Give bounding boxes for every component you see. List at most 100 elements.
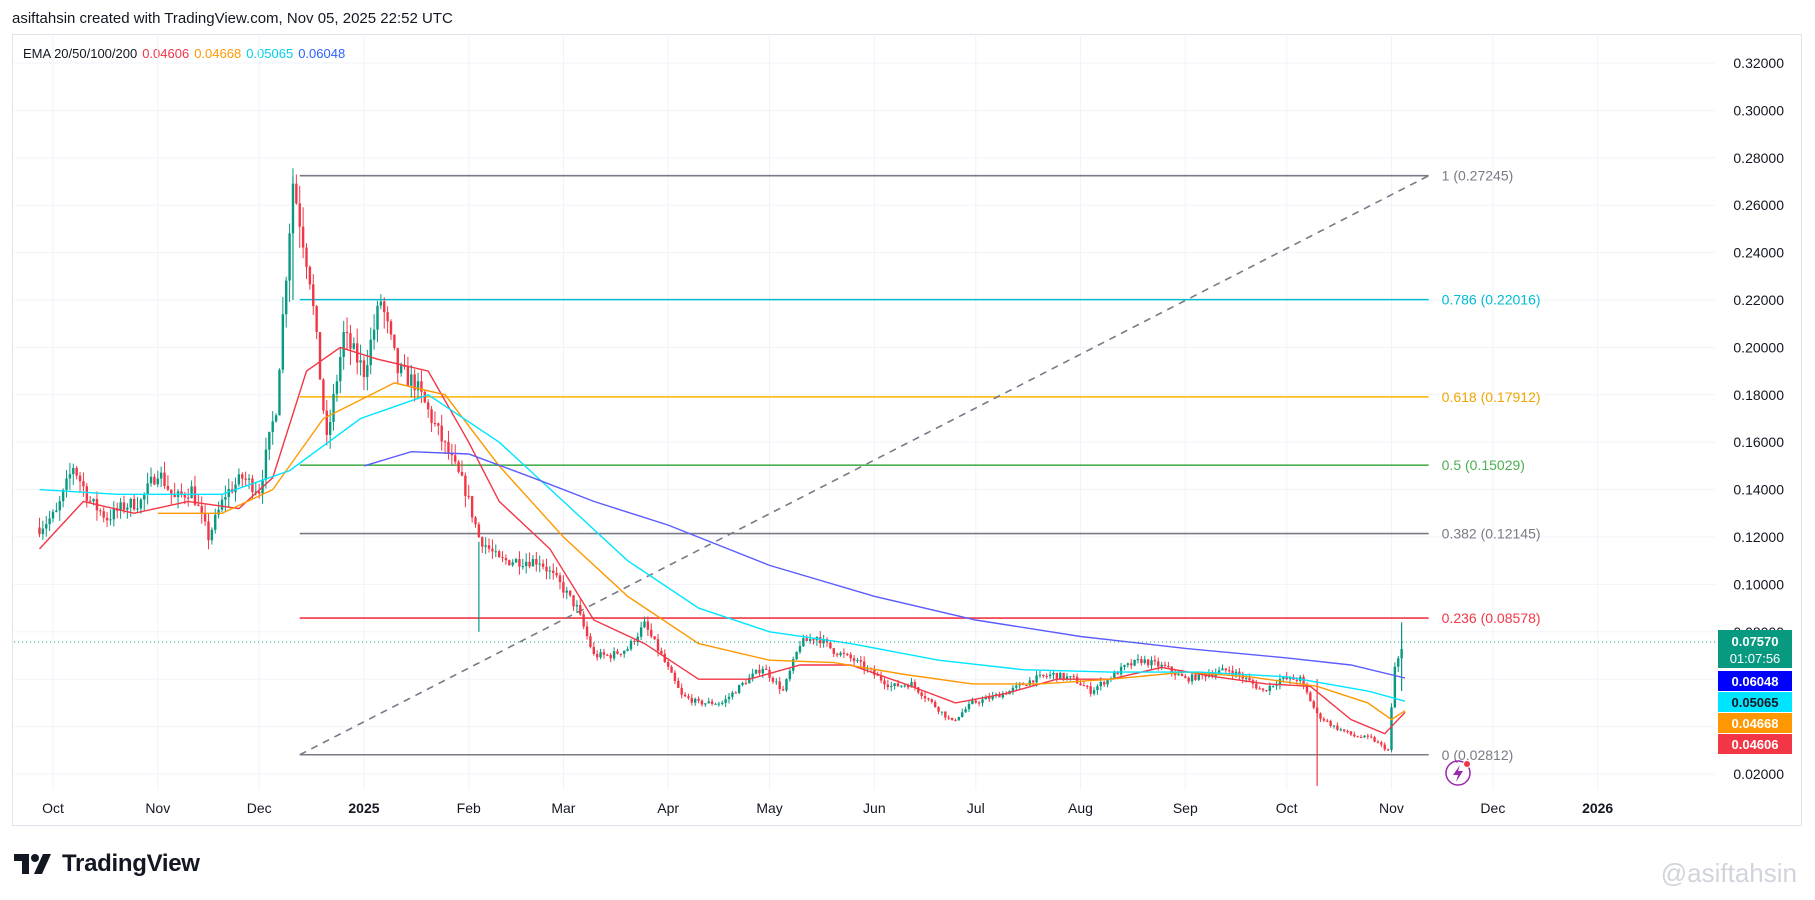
- candlestick: [1322, 716, 1326, 723]
- candlestick: [687, 693, 690, 700]
- candlestick: [1055, 672, 1059, 682]
- trend-line[interactable]: [299, 174, 1430, 756]
- candlestick: [930, 698, 933, 704]
- candlestick: [430, 406, 433, 433]
- candlestick: [126, 503, 129, 519]
- y-tick-label: 0.26000: [1733, 197, 1784, 213]
- candlestick: [1373, 735, 1376, 743]
- candlestick: [166, 475, 170, 492]
- candlestick: [1349, 731, 1353, 736]
- candlestick: [863, 656, 866, 675]
- author-watermark: @asiftahsin: [1660, 858, 1797, 888]
- candlestick: [1140, 656, 1143, 666]
- candlestick: [619, 653, 623, 657]
- y-tick-label: 0.12000: [1733, 529, 1784, 545]
- candlestick: [454, 444, 457, 465]
- candlestick: [873, 665, 876, 679]
- candlestick: [1370, 733, 1373, 739]
- candlestick: [332, 383, 335, 431]
- candlestick: [525, 553, 528, 574]
- candlestick: [792, 656, 795, 674]
- candlestick: [285, 276, 288, 328]
- x-axis[interactable]: Oct Nov Dec 2025 Feb Mar Apr May Jun Jul Aug Sep Oct…: [42, 800, 1613, 816]
- ema-lines: [38, 346, 1406, 735]
- candlestick: [48, 510, 51, 532]
- candlestick: [1119, 662, 1123, 678]
- candlestick: [318, 331, 322, 380]
- fibonacci-retracement[interactable]: 1 (0.27245) 0.786 (0.22016) 0.618 (0.17912…: [299, 168, 1541, 763]
- candlestick: [1038, 670, 1042, 679]
- tradingview-logo-text: TradingView: [62, 850, 200, 877]
- candlestick: [890, 681, 893, 692]
- candlestick: [572, 595, 575, 611]
- candlestick: [322, 378, 325, 415]
- y-tick-label: 0.30000: [1733, 102, 1784, 118]
- candlestick: [643, 616, 646, 629]
- candlestick: [582, 611, 585, 630]
- candlestick: [193, 475, 197, 507]
- price-tags: 0.07570 01:07:56 0.06048 0.05065 0.04668…: [1718, 630, 1792, 754]
- candlestick: [710, 698, 714, 706]
- candlestick: [200, 496, 203, 524]
- candlestick: [1380, 740, 1383, 748]
- candlestick: [950, 717, 954, 721]
- candlestick: [758, 664, 761, 676]
- candlestick: [1265, 689, 1268, 692]
- ema100-line: [39, 394, 1406, 702]
- candlestick: [383, 297, 386, 329]
- candlestick: [1339, 727, 1342, 732]
- candlestick: [677, 677, 680, 689]
- tradingview-logo[interactable]: TradingView: [14, 850, 200, 878]
- ema50-tag-value: 0.04668: [1732, 716, 1779, 731]
- ema100-tag: [1718, 692, 1792, 712]
- ema50-legend-value: 0.04668: [194, 46, 242, 61]
- candlestick: [680, 683, 683, 699]
- candlestick: [393, 334, 396, 351]
- candlestick: [839, 651, 842, 657]
- candlestick: [1001, 691, 1004, 700]
- ema-legend[interactable]: EMA 20/50/100/200 0.04606 0.04668 0.0506…: [23, 46, 345, 61]
- candlestick: [829, 642, 832, 649]
- candlestick: [1045, 673, 1048, 679]
- candlestick: [116, 502, 119, 519]
- candlestick: [555, 566, 558, 578]
- candlestick: [771, 676, 775, 684]
- candlestick: [55, 502, 58, 513]
- candlestick: [1086, 684, 1089, 690]
- x-tick-label: May: [756, 800, 782, 816]
- candlestick: [842, 648, 846, 658]
- candlestick: [707, 697, 710, 704]
- candlestick: [1326, 718, 1329, 723]
- candlestick: [308, 265, 312, 290]
- candlestick: [900, 685, 903, 688]
- candlestick: [879, 671, 883, 684]
- candlestick: [426, 399, 430, 418]
- candlestick: [1221, 664, 1224, 671]
- candlestick: [636, 632, 639, 646]
- lightning-icon[interactable]: [1445, 760, 1471, 786]
- candlestick: [494, 544, 497, 558]
- ema200-line: [363, 450, 1406, 679]
- candlestick: [1312, 699, 1315, 710]
- candlestick: [683, 692, 687, 698]
- fib-trend-line[interactable]: [299, 174, 1430, 756]
- candlestick: [497, 549, 501, 558]
- ema20-legend-value: 0.04606: [142, 46, 190, 61]
- candlestick: [721, 700, 724, 706]
- candlestick: [764, 664, 768, 670]
- candlestick: [176, 489, 180, 509]
- candlestick: [38, 517, 41, 538]
- x-tick-label: Oct: [1276, 800, 1298, 816]
- candlestick: [349, 324, 352, 366]
- candlestick: [423, 390, 426, 404]
- candlestick: [247, 474, 251, 489]
- last-price-value: 0.07570: [1732, 634, 1779, 649]
- candlestick: [1224, 668, 1228, 673]
- candlestick: [602, 648, 606, 659]
- candlestick: [136, 497, 139, 512]
- candlestick: [1261, 688, 1265, 693]
- candlestick: [940, 711, 944, 716]
- tradingview-logo-icon: [14, 854, 51, 874]
- candlestick: [159, 466, 163, 488]
